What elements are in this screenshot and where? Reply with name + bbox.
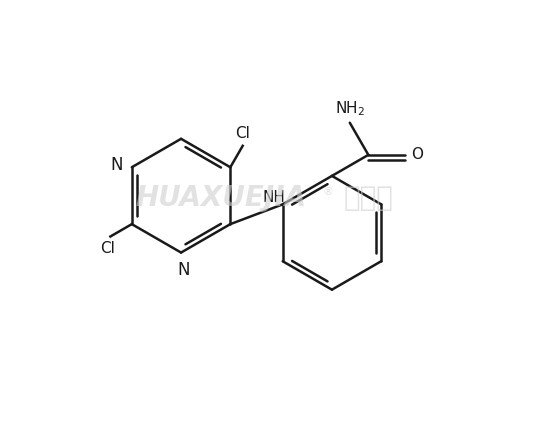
Text: HUAXUEJIA: HUAXUEJIA	[135, 184, 306, 212]
Text: N: N	[178, 262, 190, 279]
Text: ®: ®	[322, 187, 333, 197]
Text: N: N	[110, 156, 123, 174]
Text: NH: NH	[263, 190, 285, 205]
Text: Cl: Cl	[235, 126, 250, 141]
Text: 化学加: 化学加	[344, 184, 394, 212]
Text: O: O	[412, 147, 423, 162]
Text: Cl: Cl	[100, 242, 115, 256]
Text: NH$_2$: NH$_2$	[335, 99, 365, 118]
